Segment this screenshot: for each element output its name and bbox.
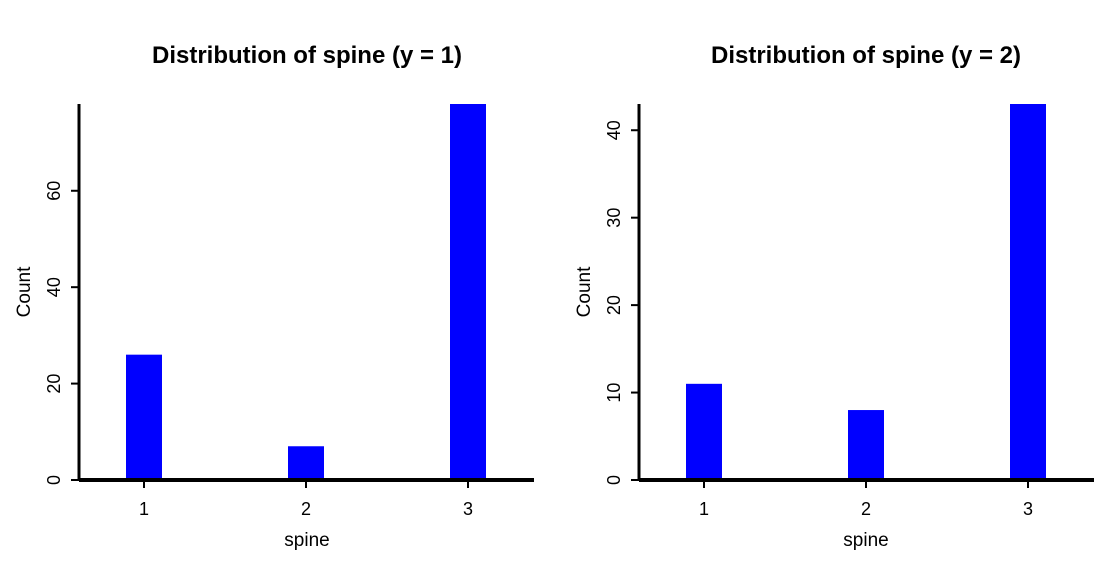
chart-title: Distribution of spine (y = 2) — [711, 42, 1021, 69]
y-tick-label: 20 — [604, 295, 624, 315]
y-ticks-group: 0 10 20 30 40 — [604, 120, 639, 485]
y-tick-label: 20 — [44, 374, 64, 394]
y-tick-label: 0 — [44, 475, 64, 485]
x-tick-label: 2 — [861, 499, 871, 519]
x-tick-label: 3 — [463, 499, 473, 519]
y-tick-label: 10 — [604, 383, 624, 403]
bar-spine-1 — [686, 383, 722, 480]
x-tick-label: 2 — [301, 499, 311, 519]
bar-spine-1 — [126, 354, 162, 480]
bar-spine-3 — [1010, 104, 1046, 480]
x-tick-label: 1 — [699, 499, 709, 519]
y-ticks-group: 0 20 40 60 — [44, 181, 79, 485]
x-ticks-group: 1 2 3 — [699, 480, 1033, 519]
y-axis-label: Count — [14, 266, 35, 317]
chart-title: Distribution of spine (y = 1) — [152, 42, 462, 69]
bars-group — [126, 104, 486, 480]
y-tick-label: 30 — [604, 208, 624, 228]
y-tick-label: 0 — [604, 475, 624, 485]
y-tick-label: 40 — [604, 120, 624, 140]
x-axis-label: spine — [284, 530, 329, 551]
x-tick-label: 1 — [139, 499, 149, 519]
bars-group — [686, 104, 1046, 480]
y-tick-label: 60 — [44, 181, 64, 201]
y-axis-label: Count — [574, 266, 595, 317]
x-ticks-group: 1 2 3 — [139, 480, 473, 519]
bar-spine-2 — [288, 446, 324, 480]
chart-panel-y2: Distribution of spine (y = 2) spine Coun… — [574, 42, 1094, 551]
y-tick-label: 40 — [44, 277, 64, 297]
chart-panel-y1: Distribution of spine (y = 1) spine Coun… — [14, 42, 534, 551]
bar-spine-3 — [450, 104, 486, 480]
x-tick-label: 3 — [1023, 499, 1033, 519]
bar-spine-2 — [848, 410, 884, 480]
x-axis-label: spine — [843, 530, 888, 551]
